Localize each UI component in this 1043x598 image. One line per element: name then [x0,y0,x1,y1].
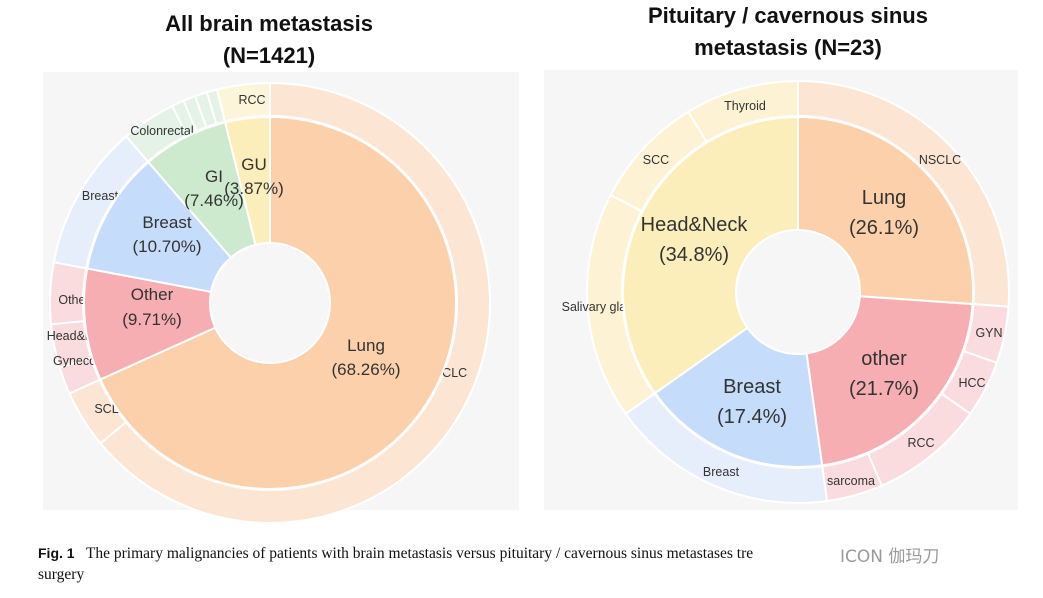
left-outer-label-colonrectal: Colonrectal [130,124,193,138]
right-inner-slice-breast-2 [653,326,824,468]
left-outer-label-breast: Breast [82,189,119,203]
right-outer-label-sarcoma: sarcoma [827,474,875,488]
right-outer-label-thyroid: Thyroid [724,99,766,113]
right-inner-label-breast: Breast [723,376,781,398]
right-outer-label-rcc: RCC [907,436,934,450]
left-inner-slice-gu-4 [224,115,271,246]
watermark-text: ICON 伽玛刀 [838,542,942,567]
right-inner-slice-other-1 [805,295,974,467]
right-inner-label-other: other [861,348,907,370]
left-inner-label-gu: GU [241,155,267,174]
left-inner-label-other: (9.71%) [122,310,182,329]
right-inner-slice-lung-0 [797,115,974,306]
left-inner-label-lung: Lung [347,336,385,355]
left-outer-label-other: Other [58,293,89,307]
right-chart-title-line1: Pituitary / cavernous sinus [648,3,928,28]
left-chart-title-line2: (N=1421) [223,43,315,68]
left-outer-label-rcc: RCC [238,93,265,107]
right-inner-label-breast: (17.4%) [717,406,787,428]
left-inner-label-breast: (10.70%) [133,237,202,256]
right-outer-label-gyn: GYN [975,326,1002,340]
caption-text-line2: surgery [38,566,85,583]
left-inner-label-breast: Breast [142,213,191,232]
right-inner-label-other: (21.7%) [849,378,919,400]
left-chart-title-line1: All brain metastasis [165,11,373,36]
left-inner-slice-breast-2 [86,160,233,294]
right-inner-label-lung: Lung [862,187,907,209]
left-inner-label-gu: (3.87%) [224,179,284,198]
figure-caption: Fig. 1 The primary malignancies of patie… [38,543,1028,585]
figure-label: Fig. 1 [38,545,75,561]
right-inner-slice-head-neck-3 [622,115,799,395]
right-inner-label-lung: (26.1%) [849,217,919,239]
left-inner-slice-lung-0 [99,115,457,490]
right-chart-title-line2: metastasis (N=23) [694,35,882,60]
left-inner-label-other: Other [131,285,174,304]
right-outer-label-breast: Breast [703,465,740,479]
left-sunburst-chart: NSCLCSCLCGynecologyHead&neckOtherBreastC… [47,81,491,524]
left-inner-label-gi: GI [205,167,223,186]
right-inner-label-head-neck: Head&Neck [641,214,749,236]
right-outer-label-hcc: HCC [958,376,985,390]
right-outer-label-scc: SCC [643,153,669,167]
left-inner-label-lung: (68.26%) [332,360,401,379]
left-inner-label-gi: (7.46%) [184,191,244,210]
caption-text: The primary malignancies of patients wit… [85,545,754,562]
right-inner-label-head-neck: (34.8%) [659,244,729,266]
right-outer-label-nsclc: NSCLC [919,153,961,167]
